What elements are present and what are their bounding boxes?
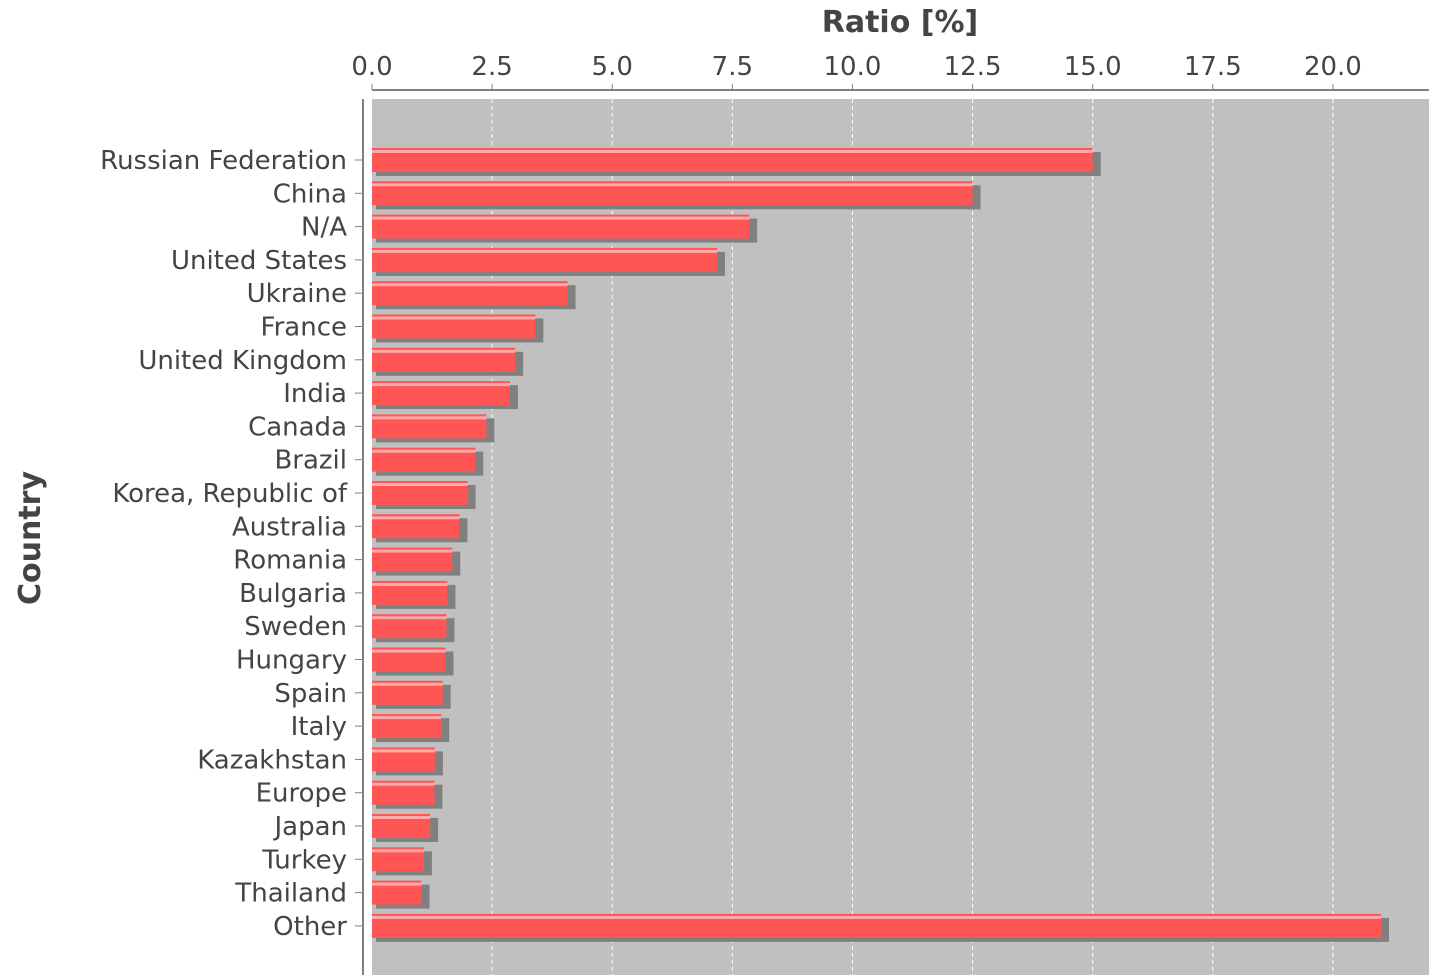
bar-highlight — [372, 483, 468, 486]
category-label: N/A — [301, 213, 347, 243]
category-label: Japan — [272, 812, 347, 842]
x-tick-label: 7.5 — [712, 52, 753, 82]
bar-highlight — [372, 749, 435, 753]
x-tick-label: 0.0 — [351, 52, 392, 82]
category-label: India — [283, 379, 347, 409]
bar-highlight — [372, 782, 435, 786]
bar-highlight — [372, 549, 453, 553]
bar-highlight — [372, 816, 431, 819]
category-label: Hungary — [236, 646, 347, 676]
bar-highlight — [372, 449, 476, 453]
category-label: Romania — [233, 546, 347, 576]
bar-highlight — [372, 849, 424, 853]
bar-highlight — [372, 716, 442, 720]
category-label: Australia — [232, 512, 347, 542]
bar-highlight — [372, 283, 568, 287]
x-axis-title: Ratio [%] — [822, 5, 979, 40]
bar-highlight — [372, 349, 516, 353]
axes: 0.0 2.5 5.0 7.5 10.0 12.5 15.0 17.5 20.0 — [351, 52, 1429, 975]
bar-highlight — [372, 682, 443, 686]
bar-highlight — [372, 649, 446, 653]
category-label: France — [261, 313, 347, 343]
bar-highlight — [372, 316, 536, 320]
bar-highlight — [372, 582, 448, 586]
category-label: Korea, Republic of — [112, 479, 348, 509]
bar-highlight — [372, 416, 487, 420]
category-label: Brazil — [274, 446, 347, 476]
category-label: Other — [273, 912, 347, 942]
category-label: Europe — [256, 779, 347, 809]
y-axis-title: Country — [13, 471, 48, 605]
category-label: Spain — [274, 679, 347, 709]
plot-area — [372, 99, 1429, 975]
category-label: China — [273, 179, 347, 209]
category-label: Thailand — [234, 879, 347, 909]
x-tick-label: 5.0 — [592, 52, 633, 82]
x-tick-label: 2.5 — [471, 52, 512, 82]
category-label: Italy — [291, 712, 347, 742]
bar-highlight — [372, 249, 717, 253]
bar-highlight — [372, 882, 422, 886]
category-label: Turkey — [261, 845, 347, 875]
category-label: Canada — [248, 412, 347, 442]
bar-highlight — [372, 183, 973, 187]
category-label: United Kingdom — [138, 346, 347, 376]
x-tick-label: 17.5 — [1184, 52, 1242, 82]
category-label: Ukraine — [247, 279, 347, 309]
x-tick-label: 15.0 — [1064, 52, 1122, 82]
bar-highlight — [372, 616, 447, 620]
bar-highlight — [372, 516, 460, 520]
bar-highlight — [372, 150, 1093, 153]
category-label: Sweden — [244, 612, 347, 642]
x-tick-label: 12.5 — [944, 52, 1002, 82]
category-label: Russian Federation — [100, 146, 347, 176]
category-label: Bulgaria — [239, 579, 347, 609]
category-label: Kazakhstan — [197, 745, 347, 775]
x-tick-label: 20.0 — [1304, 52, 1362, 82]
bar-highlight — [372, 915, 1381, 919]
bar-highlight — [372, 216, 750, 220]
bars — [372, 148, 1389, 942]
category-label: United States — [171, 246, 347, 276]
x-tick-label: 10.0 — [824, 52, 882, 82]
bar-highlight — [372, 383, 510, 387]
